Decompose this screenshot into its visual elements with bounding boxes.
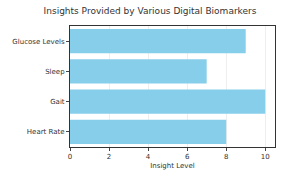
svg-text:2: 2 [107,153,111,161]
svg-text:10: 10 [261,153,270,161]
svg-text:Insight Level: Insight Level [150,162,194,170]
svg-text:0: 0 [68,153,72,161]
svg-text:8: 8 [224,153,228,161]
svg-text:Insights Provided by Various D: Insights Provided by Various Digital Bio… [44,6,257,16]
svg-text:Glucose Levels: Glucose Levels [12,38,65,46]
svg-text:4: 4 [146,153,151,161]
svg-text:Gait: Gait [50,98,65,106]
svg-text:Sleep: Sleep [45,68,65,76]
svg-text:Heart Rate: Heart Rate [27,128,65,136]
svg-text:6: 6 [185,153,190,161]
